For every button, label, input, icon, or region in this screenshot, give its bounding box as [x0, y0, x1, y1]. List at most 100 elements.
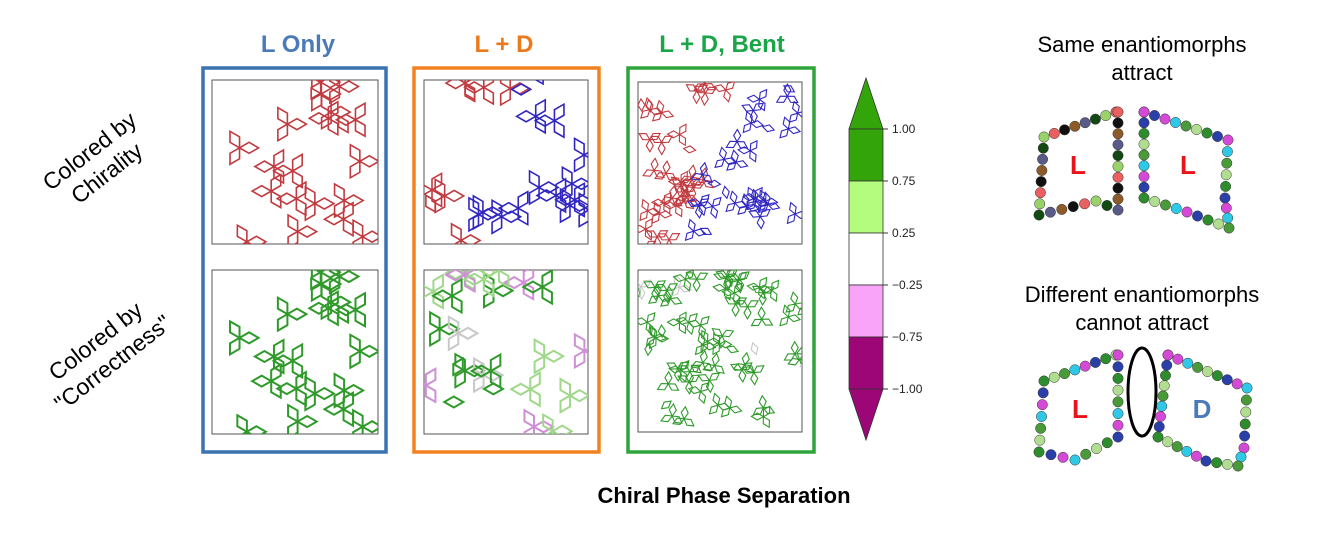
rhombus	[464, 83, 476, 103]
bead	[1138, 192, 1150, 204]
bead	[1155, 411, 1166, 422]
rhombus-cluster	[746, 276, 768, 300]
rhombus-cluster	[726, 149, 749, 171]
rhombus-cluster	[779, 116, 802, 139]
bead	[1112, 419, 1124, 431]
rhombus-cluster	[271, 342, 304, 380]
rhombus-cluster	[788, 100, 802, 123]
rhombus	[660, 400, 672, 410]
bead	[1213, 218, 1224, 230]
bead	[1211, 370, 1223, 382]
bead	[1037, 153, 1049, 165]
rhombus-cluster	[229, 129, 261, 166]
rhombus-cluster	[424, 273, 444, 310]
different-enantiomorphs-line2: cannot attract	[1075, 310, 1208, 335]
colorbar-tick-label: 0.75	[892, 174, 916, 188]
rhombus-cluster	[533, 338, 566, 375]
bead	[1160, 370, 1171, 381]
bead	[1192, 210, 1203, 222]
rhombus-cluster	[672, 270, 695, 292]
bead	[1112, 396, 1124, 408]
rhombus	[638, 285, 641, 298]
bead	[1034, 198, 1046, 210]
bead	[1239, 430, 1251, 442]
bead	[1138, 117, 1150, 129]
bead	[1223, 222, 1235, 234]
colorbar-top-arrow	[848, 76, 884, 130]
rhombus-cluster	[491, 198, 523, 235]
column-title-l-plus-d: L + D	[475, 31, 534, 58]
rhombus-cluster	[320, 283, 353, 321]
bead	[1112, 349, 1124, 361]
rhombus-cluster	[742, 110, 765, 134]
bead	[1069, 120, 1081, 132]
bead	[1212, 131, 1223, 142]
bead	[1079, 360, 1091, 372]
bead	[1035, 422, 1047, 434]
bead	[1221, 146, 1233, 158]
bead	[1038, 375, 1050, 387]
rhombus-cluster	[502, 270, 535, 301]
rhombus-cluster	[712, 332, 733, 356]
rhombus-cluster	[721, 282, 743, 306]
label-d-bottom: D	[1193, 394, 1212, 424]
bead	[1059, 124, 1071, 136]
bead	[1079, 198, 1091, 210]
rhombus-cluster	[751, 285, 775, 307]
rhombus-cluster	[642, 157, 665, 178]
rhombus-cluster	[690, 161, 713, 184]
bead	[1221, 458, 1233, 470]
rhombus-cluster	[349, 333, 378, 370]
bead	[1067, 201, 1079, 213]
rhombus-cluster	[699, 196, 722, 220]
rhombus-cluster	[783, 340, 802, 361]
rhombus-cluster	[741, 102, 765, 124]
rhombus-cluster	[528, 169, 560, 206]
rhombus-cluster	[236, 413, 268, 434]
rhombus-cluster	[450, 222, 482, 244]
bead	[1112, 361, 1124, 373]
bead	[1219, 192, 1231, 204]
same-enantiomorphs-line1: Same enantiomorphs	[1037, 32, 1246, 57]
bead	[1112, 193, 1124, 205]
bead	[1190, 450, 1202, 462]
bead	[1158, 380, 1170, 392]
bead	[1156, 400, 1168, 412]
row-label-correctness: Colored by "Correctness"	[44, 296, 176, 416]
bead	[1202, 214, 1214, 226]
rhombus-cluster	[272, 153, 303, 189]
rhombus-cluster	[779, 304, 802, 327]
column-title-l-plus-d-bent: L + D, Bent	[659, 31, 785, 58]
bead	[1057, 451, 1069, 463]
rhombus-cluster	[690, 349, 713, 372]
rhombus-cluster	[650, 135, 673, 156]
rhombus-cluster	[250, 362, 282, 400]
bead	[1239, 418, 1251, 430]
rhombus-cluster	[277, 106, 309, 143]
rhombus-cluster	[656, 370, 680, 391]
bead	[1138, 171, 1150, 182]
colorbar-bottom-arrow	[848, 388, 884, 442]
bead	[1162, 349, 1174, 361]
rhombus-cluster	[521, 270, 553, 306]
colorbar-tick-label: −0.25	[892, 278, 923, 292]
rhombus-cluster	[589, 336, 622, 374]
rhombus-cluster	[253, 148, 285, 185]
bead	[1182, 357, 1194, 369]
bead	[1138, 128, 1150, 139]
bead	[1112, 160, 1124, 172]
rhombus-cluster	[250, 173, 282, 210]
bead	[1069, 364, 1081, 376]
bead	[1192, 361, 1204, 373]
bead	[1033, 209, 1045, 221]
rhombus	[761, 124, 776, 133]
rhombus-cluster	[515, 98, 547, 135]
bead	[1200, 455, 1212, 467]
bead	[1153, 421, 1165, 433]
rhombus-cluster	[785, 291, 802, 313]
bead	[1101, 437, 1113, 449]
bead	[1221, 157, 1233, 169]
rhombus-cluster	[573, 332, 588, 370]
bead	[1100, 353, 1112, 365]
